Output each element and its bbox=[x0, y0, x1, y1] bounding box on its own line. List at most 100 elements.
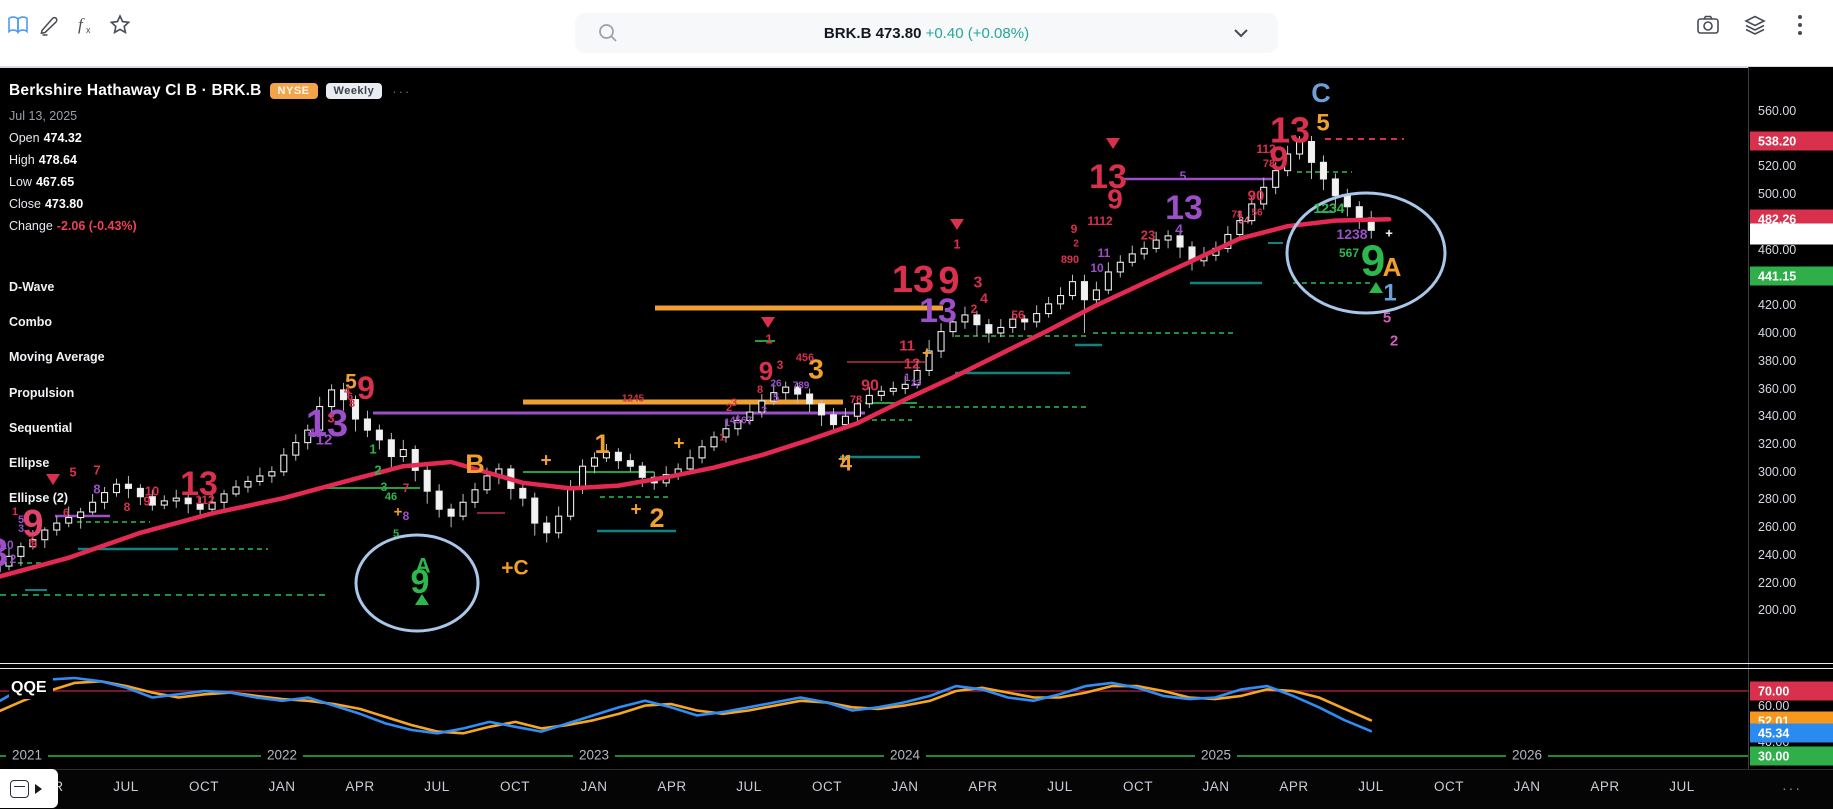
indicator-combo[interactable]: Combo bbox=[9, 315, 53, 330]
month-tick: APR bbox=[1279, 779, 1309, 794]
up-arrow-marker bbox=[1369, 282, 1383, 293]
count-annotation: 26 bbox=[770, 379, 782, 390]
count-annotation: 5 bbox=[1316, 110, 1329, 137]
symbol-search[interactable]: BRK.B 473.80 +0.40 (+0.08%) bbox=[575, 13, 1278, 53]
ellipse-annotation bbox=[1285, 191, 1447, 315]
candle-body bbox=[519, 487, 527, 499]
count-annotation: 3 bbox=[761, 405, 767, 417]
count-annotation: B bbox=[465, 449, 485, 479]
count-annotation: 5 bbox=[69, 465, 76, 480]
year-tick: 2023 bbox=[572, 747, 616, 763]
month-tick: APR bbox=[345, 779, 375, 794]
candle-body bbox=[1331, 178, 1339, 197]
chart-legend: Berkshire Hathaway Cl B · BRK.B NYSE Wee… bbox=[9, 82, 411, 233]
price-axis[interactable]: 560.00 520.00 500.00 460.00 420.00 400.00 380.… bbox=[1748, 67, 1833, 769]
candle-body bbox=[1033, 313, 1041, 323]
candle-body bbox=[387, 439, 395, 458]
year-tick: 2021 bbox=[5, 747, 49, 763]
indicator-sequential[interactable]: Sequential bbox=[9, 420, 73, 435]
exchange-badge: NYSE bbox=[269, 83, 318, 99]
candle-body bbox=[578, 465, 587, 489]
count-annotation: 10 bbox=[145, 484, 159, 499]
fx-indicator-icon[interactable]: f x bbox=[73, 12, 99, 38]
candle-body bbox=[1236, 220, 1244, 236]
draw-pencil-icon[interactable] bbox=[36, 12, 62, 38]
candle-body bbox=[806, 393, 814, 405]
candle-body bbox=[901, 383, 909, 390]
count-annotation: 90 bbox=[1248, 188, 1265, 205]
count-annotation: 1 bbox=[765, 332, 772, 347]
candle-body bbox=[77, 511, 85, 519]
year-tick: 2026 bbox=[1505, 747, 1549, 763]
price-tick: 200.00 bbox=[1758, 603, 1797, 617]
search-icon bbox=[597, 22, 619, 49]
candle-body bbox=[710, 436, 718, 448]
price-tick: 380.00 bbox=[1758, 354, 1797, 368]
year-tick: 2025 bbox=[1194, 747, 1238, 763]
candle-body bbox=[29, 539, 37, 548]
count-annotation: 11 bbox=[1098, 246, 1111, 260]
count-annotation: 9 bbox=[357, 370, 375, 406]
indicator-ellipse[interactable]: Ellipse bbox=[9, 455, 50, 470]
count-annotation: 23 bbox=[911, 378, 921, 388]
interval-badge[interactable]: Weekly bbox=[325, 83, 383, 99]
candle-body bbox=[626, 460, 634, 467]
qqe-pane-label[interactable]: QQE bbox=[9, 677, 53, 699]
axis-badge bbox=[1750, 223, 1833, 245]
pane-divider[interactable] bbox=[0, 668, 1833, 669]
indicator-ellipse-2[interactable]: Ellipse (2) bbox=[9, 491, 69, 506]
legend-more-icon[interactable]: ··· bbox=[392, 83, 412, 99]
month-tick: JAN bbox=[1513, 779, 1541, 794]
axis-badge: 30.00 bbox=[1750, 746, 1833, 766]
count-annotation: 1 bbox=[904, 372, 910, 384]
candle-body bbox=[136, 487, 144, 498]
pane-divider[interactable] bbox=[0, 663, 1833, 664]
candle-body bbox=[1176, 235, 1184, 248]
count-annotation: 13 bbox=[892, 259, 934, 301]
count-annotation: 13 bbox=[1270, 110, 1310, 151]
layers-icon[interactable] bbox=[1742, 12, 1768, 38]
candle-body bbox=[1284, 153, 1292, 172]
count-annotation: 6 bbox=[63, 507, 69, 519]
candle-body bbox=[1116, 261, 1124, 273]
count-annotation: 1 bbox=[594, 429, 609, 459]
candle-body bbox=[101, 492, 109, 503]
moving-average-line bbox=[0, 216, 1392, 579]
count-annotation: 6 bbox=[347, 391, 353, 403]
candle-body bbox=[1355, 206, 1363, 219]
candle-body bbox=[1152, 239, 1160, 249]
count-annotation: 1112 bbox=[1087, 214, 1113, 228]
candle-body bbox=[985, 324, 993, 334]
indicator-propulsion[interactable]: Propulsion bbox=[9, 385, 75, 400]
down-arrow-marker bbox=[950, 219, 964, 230]
favorite-star-icon[interactable] bbox=[107, 12, 133, 38]
candle-body bbox=[734, 419, 742, 430]
candle-body bbox=[89, 501, 97, 513]
month-tick: JUL bbox=[113, 779, 139, 794]
candle-body bbox=[698, 446, 706, 459]
qqe-orange-line bbox=[0, 680, 1373, 735]
candle-body bbox=[232, 486, 240, 495]
month-tick: APR bbox=[1590, 779, 1620, 794]
candle-body bbox=[1068, 281, 1077, 297]
candle-body bbox=[758, 400, 766, 413]
candle-body bbox=[5, 555, 13, 567]
kebab-menu-icon[interactable] bbox=[1787, 12, 1813, 38]
time-axis[interactable]: APR JUL OCT JAN APR JUL OCT JAN APR JUL OCT JAN APR J… bbox=[0, 769, 1833, 809]
up-arrow-marker bbox=[415, 594, 429, 605]
candle-body bbox=[1080, 281, 1088, 301]
count-annotation: 7 bbox=[28, 534, 34, 546]
go-to-date-widget[interactable] bbox=[0, 769, 58, 808]
main-chart-canvas[interactable]: 13913139513913131391399A1C5A9B+C12394521… bbox=[0, 0, 1748, 808]
indicator-dwave[interactable]: D-Wave bbox=[9, 280, 55, 294]
candle-body bbox=[961, 314, 969, 323]
axis-settings-dots[interactable]: ··· bbox=[1782, 780, 1802, 796]
indicator-moving-average[interactable]: Moving Average bbox=[9, 350, 105, 365]
candle-body bbox=[782, 386, 790, 394]
year-tick: 2022 bbox=[260, 747, 304, 763]
watchlist-book-icon[interactable] bbox=[5, 12, 31, 38]
count-annotation: 4 bbox=[1175, 221, 1183, 237]
page-title[interactable]: Berkshire Hathaway Cl B · BRK.B bbox=[9, 82, 262, 99]
camera-icon[interactable] bbox=[1695, 12, 1721, 38]
count-annotation: 567 bbox=[1339, 246, 1359, 260]
